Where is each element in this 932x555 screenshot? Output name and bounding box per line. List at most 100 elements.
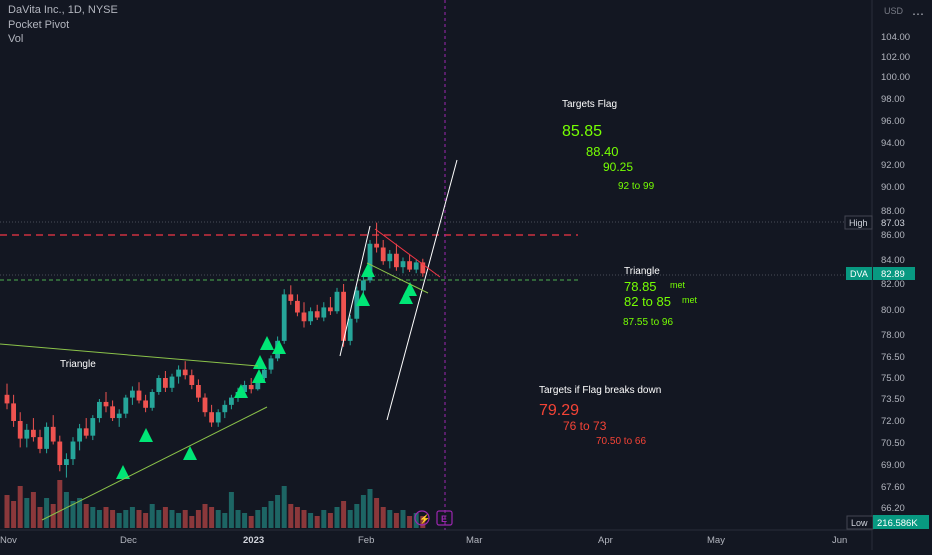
- candle-body[interactable]: [130, 390, 135, 398]
- candle-body[interactable]: [202, 397, 208, 413]
- triangle-upper-trendline[interactable]: [0, 343, 259, 367]
- dividend-event-icon[interactable]: [414, 510, 430, 526]
- triangle-label-right[interactable]: Triangle: [624, 266, 660, 277]
- high-badge-value-box: [873, 216, 915, 229]
- candle-body[interactable]: [57, 441, 63, 465]
- candle-body[interactable]: [301, 312, 307, 322]
- breakdown-target-3[interactable]: 70.50 to 66: [596, 436, 646, 447]
- flag-lower-line[interactable]: [366, 262, 429, 294]
- candle-body[interactable]: [380, 247, 386, 262]
- chart-title[interactable]: DaVita Inc., 1D, NYSE: [8, 4, 118, 16]
- candle-body[interactable]: [31, 429, 36, 438]
- breakdown-title[interactable]: Targets if Flag breaks down: [539, 385, 661, 396]
- candle-body[interactable]: [123, 397, 129, 414]
- candle-body[interactable]: [37, 437, 43, 449]
- candle-body[interactable]: [347, 318, 353, 341]
- candle-body[interactable]: [215, 412, 221, 423]
- candle-body[interactable]: [103, 401, 109, 407]
- candle-body[interactable]: [196, 385, 201, 398]
- settings-icon[interactable]: ⋯: [912, 7, 924, 21]
- flag-target-3[interactable]: 90.25: [603, 160, 633, 174]
- candle-body[interactable]: [77, 428, 82, 442]
- flag-target-4[interactable]: 92 to 99: [618, 181, 655, 192]
- candle-body[interactable]: [169, 376, 175, 388]
- candle-body[interactable]: [367, 243, 373, 281]
- candle-body[interactable]: [308, 311, 313, 322]
- candle-body[interactable]: [328, 307, 333, 312]
- triangle-target-1-status[interactable]: met: [670, 280, 686, 290]
- candle-body[interactable]: [394, 253, 399, 268]
- candle-body[interactable]: [229, 397, 234, 405]
- candle-body[interactable]: [262, 369, 267, 378]
- targets-flag-title[interactable]: Targets Flag: [562, 99, 617, 110]
- candle-body[interactable]: [222, 404, 228, 413]
- candle-body[interactable]: [420, 262, 426, 274]
- volume-bar: [387, 510, 393, 528]
- candle-body[interactable]: [24, 429, 30, 439]
- candle-body[interactable]: [97, 401, 102, 419]
- candle-body[interactable]: [136, 390, 142, 401]
- candle-body[interactable]: [110, 406, 115, 419]
- flag-target-1[interactable]: 85.85: [562, 123, 602, 140]
- candle-body[interactable]: [116, 413, 122, 419]
- candle-body[interactable]: [387, 253, 393, 262]
- triangle-target-3[interactable]: 87.55 to 96: [623, 317, 673, 328]
- candle-body[interactable]: [149, 392, 155, 408]
- triangle-target-1[interactable]: 78.85: [624, 279, 657, 294]
- breakdown-target-1[interactable]: 79.29: [539, 402, 579, 419]
- flag-target-2[interactable]: 88.40: [586, 144, 619, 159]
- candle-body[interactable]: [295, 300, 300, 313]
- candle-body[interactable]: [288, 294, 294, 301]
- candle-body[interactable]: [268, 358, 274, 370]
- indicator-pocket-pivot[interactable]: Pocket Pivot: [8, 19, 70, 31]
- candle-body[interactable]: [64, 459, 69, 465]
- triangle-label-left[interactable]: Triangle: [60, 359, 96, 370]
- candle-body[interactable]: [182, 369, 188, 376]
- candle-body[interactable]: [209, 412, 214, 423]
- candle-body[interactable]: [4, 394, 10, 404]
- candle-body[interactable]: [314, 311, 320, 318]
- symbol-price-badge: 82.89: [881, 269, 905, 280]
- candle-body[interactable]: [374, 243, 379, 248]
- candle-body[interactable]: [83, 428, 89, 436]
- triangle-target-2[interactable]: 82 to 85: [624, 294, 671, 309]
- candle-body[interactable]: [163, 378, 168, 388]
- triangle-lower-trendline[interactable]: [41, 406, 268, 521]
- candle-body[interactable]: [44, 426, 49, 449]
- candle-body[interactable]: [400, 261, 406, 268]
- candle-body[interactable]: [176, 369, 181, 377]
- earnings-event-icon[interactable]: [436, 510, 453, 526]
- pocket-pivot-marker: [116, 465, 130, 479]
- candle-body[interactable]: [242, 385, 247, 392]
- candle-body[interactable]: [11, 403, 16, 421]
- candle-body[interactable]: [156, 378, 162, 392]
- candle-body[interactable]: [281, 294, 287, 341]
- price-tick-label: 84.00: [881, 255, 905, 266]
- candle-body[interactable]: [361, 280, 366, 291]
- candle-body[interactable]: [189, 375, 195, 385]
- volume-bar: [195, 510, 201, 528]
- candle-body[interactable]: [90, 418, 96, 436]
- candle-body[interactable]: [143, 400, 148, 408]
- triangle-target-2-status[interactable]: met: [682, 295, 698, 305]
- candle-body[interactable]: [248, 385, 254, 390]
- candle-body[interactable]: [334, 291, 340, 312]
- volume-bar: [77, 498, 83, 528]
- candle-body[interactable]: [413, 262, 419, 270]
- indicator-vol[interactable]: Vol: [8, 33, 24, 45]
- candle-body[interactable]: [50, 426, 56, 442]
- candle-body[interactable]: [341, 291, 346, 341]
- candle-body[interactable]: [255, 378, 261, 390]
- flagpole-left-line[interactable]: [339, 225, 371, 357]
- candle-body[interactable]: [407, 261, 412, 270]
- volume-bar: [143, 513, 149, 528]
- pocket-pivot-marker: [403, 282, 417, 296]
- flag-upper-line[interactable]: [374, 228, 441, 278]
- candle-body[interactable]: [70, 441, 76, 460]
- pocket-pivot-marker: [260, 336, 274, 350]
- candle-body[interactable]: [321, 307, 327, 318]
- candle-body[interactable]: [17, 421, 23, 439]
- breakdown-target-2[interactable]: 76 to 73: [563, 419, 607, 433]
